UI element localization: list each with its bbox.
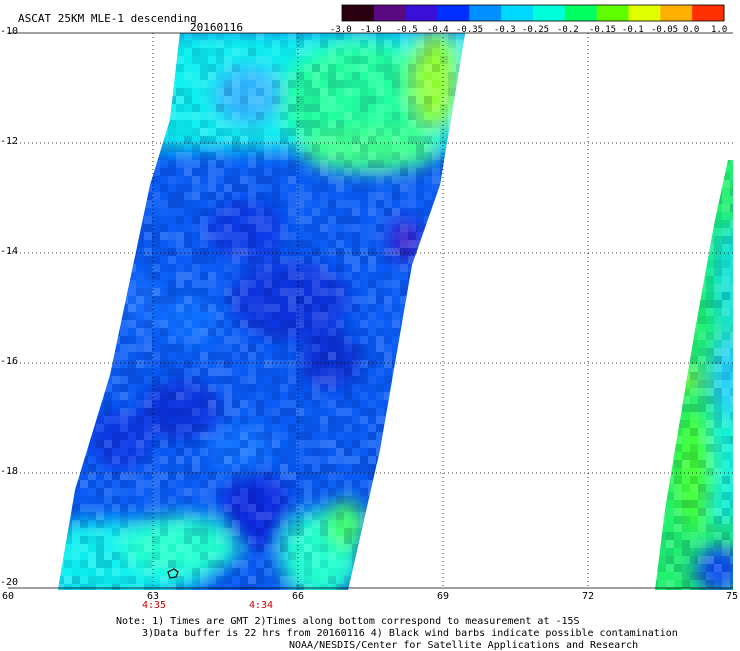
swath-right [655, 160, 733, 590]
colorbar-label: 0.0 [683, 25, 700, 35]
note-line-1: Note: 1) Times are GMT 2)Times along bot… [116, 616, 580, 627]
colorbar-label: -0.25 [522, 25, 550, 35]
lat-label: -16 [0, 356, 19, 367]
swath-left [58, 33, 465, 590]
colorbar-swatch [437, 5, 470, 21]
colorbar-swatch [342, 5, 375, 21]
colorbar [341, 4, 725, 22]
colorbar-label: -0.3 [494, 25, 516, 35]
colorbar-swatch [405, 5, 438, 21]
colorbar-label: 1.0 [711, 25, 728, 35]
colorbar-label: -0.05 [651, 25, 679, 35]
lon-label: 75 [726, 591, 739, 602]
colorbar-swatch [469, 5, 502, 21]
lat-label: -20 [0, 577, 19, 588]
lon-label: 66 [292, 591, 305, 602]
map-frame [8, 32, 733, 589]
plot-title: ASCAT 25KM MLE-1 descending [18, 12, 197, 25]
note-line-2: 3)Data buffer is 22 hrs from 20160116 4)… [142, 628, 678, 639]
colorbar-swatch [501, 5, 534, 21]
lon-label: 69 [437, 591, 450, 602]
colorbar-label: -0.5 [396, 25, 418, 35]
colorbar-label: -0.2 [557, 25, 579, 35]
colorbar-label: -0.4 [427, 25, 449, 35]
lon-label: 63 [147, 591, 160, 602]
colorbar-label: -0.1 [622, 25, 644, 35]
time-label: 4:34 [249, 600, 274, 611]
colorbar-swatch [660, 5, 693, 21]
colorbar-label: -0.35 [456, 25, 484, 35]
lat-label: -18 [0, 466, 19, 477]
colorbar-swatch [596, 5, 629, 21]
lat-label: -14 [0, 246, 19, 257]
colorbar-label: -3.0 [330, 25, 352, 35]
time-label: 4:35 [142, 600, 167, 611]
colorbar-swatch [628, 5, 661, 21]
note-line-3: NOAA/NESDIS/Center for Satellite Applica… [289, 640, 639, 651]
lat-label: -10 [0, 26, 19, 37]
lat-label: -12 [0, 136, 19, 147]
colorbar-swatch [692, 5, 725, 21]
colorbar-swatch [564, 5, 598, 21]
graticule [8, 33, 733, 588]
lon-label: 60 [2, 591, 15, 602]
plot-date: 20160116 [190, 21, 243, 34]
colorbar-swatch [533, 5, 566, 21]
colorbar-swatch [373, 5, 407, 21]
colorbar-label: -0.15 [589, 25, 617, 35]
colorbar-label: -1.0 [360, 25, 382, 35]
lon-label: 72 [582, 591, 595, 602]
